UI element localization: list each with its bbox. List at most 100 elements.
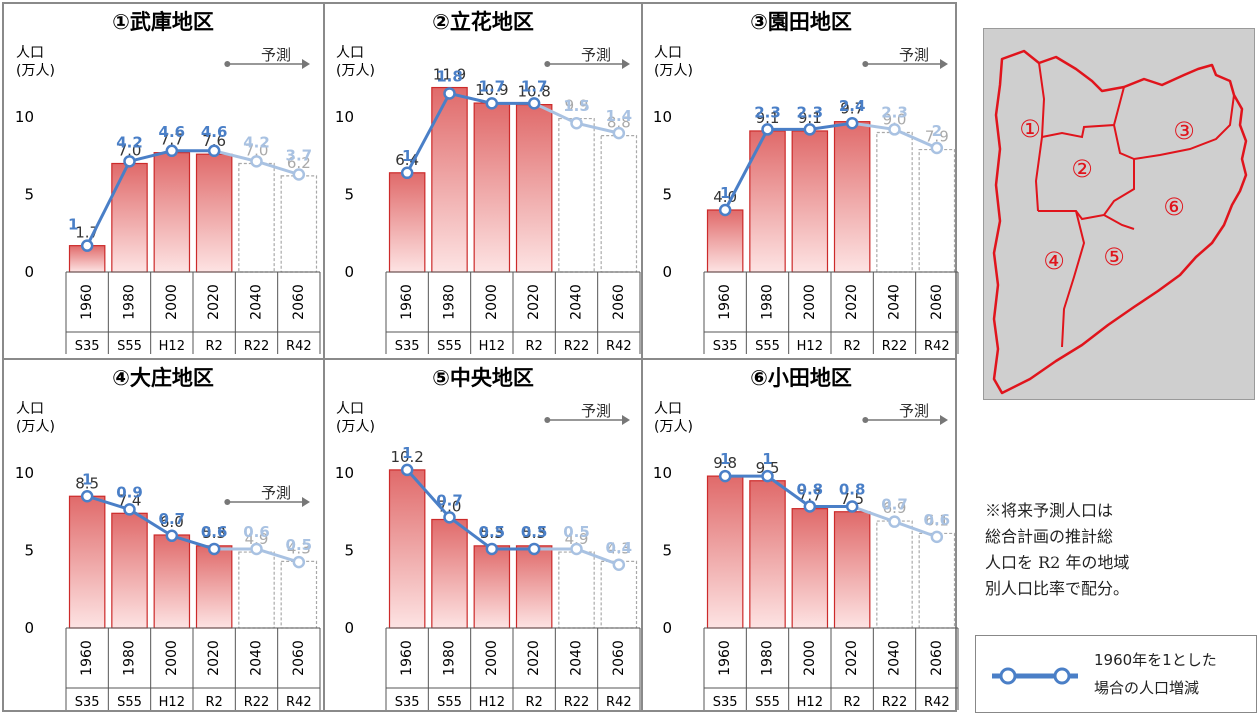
bar-value-label: 7.6 (202, 132, 226, 150)
index-value-label: 0.4 (606, 539, 633, 557)
x-era-label: R2 (844, 695, 861, 710)
index-line-point (888, 123, 901, 136)
index-value-label: 1.8 (436, 67, 463, 85)
forecast-label: 予測 (261, 484, 291, 502)
x-tick-label: 1960 (717, 640, 733, 676)
x-tick-label: 1960 (79, 640, 95, 676)
x-tick-label: 1980 (122, 640, 138, 676)
bar-value-label: 5.3 (202, 524, 226, 542)
x-era-label: S35 (395, 695, 420, 710)
x-tick-label: 2020 (844, 640, 860, 676)
x-era-label: S55 (117, 339, 142, 354)
x-era-label: R22 (244, 695, 270, 710)
y-tick-label: 0 (344, 619, 354, 637)
legend-label-line: 1960年を1とした (1094, 651, 1217, 669)
index-line-segment (405, 92, 451, 174)
index-line-point (250, 155, 263, 168)
bar-value-label: 4.3 (607, 539, 631, 557)
index-value-label: 1.7 (521, 77, 548, 95)
x-tick-label: 2060 (291, 640, 307, 676)
index-line-point (123, 155, 136, 168)
y-tick-label: 10 (335, 464, 354, 482)
forecast-marker (862, 417, 869, 423)
y-tick-label: 10 (653, 108, 672, 126)
bar (111, 162, 148, 273)
x-era-label: R2 (526, 339, 543, 354)
index-line-point (930, 141, 944, 155)
x-tick-label: 2040 (569, 284, 585, 320)
x-era-label: R42 (606, 339, 632, 354)
bar (791, 130, 829, 273)
index-value-label: 1 (762, 450, 772, 468)
bar-value-label: 9.7 (840, 100, 864, 118)
chart-title: ③園田地区 (750, 10, 852, 34)
index-line-segment (766, 474, 811, 508)
x-tick-label: 2060 (611, 284, 627, 320)
forecast-arrow-head (622, 59, 630, 69)
index-line-point (718, 469, 732, 483)
bar-value-label: 4.9 (565, 530, 589, 548)
x-tick-label: 1980 (760, 284, 776, 320)
legend: 1960年を1とした 場合の人口増減 (975, 635, 1257, 713)
x-tick-label: 1960 (399, 284, 415, 320)
legend-marker (999, 667, 1017, 685)
bar-value-label: 8.8 (607, 114, 631, 132)
index-value-label: 4.6 (159, 123, 186, 141)
bar (238, 551, 275, 629)
x-era-label: H12 (797, 339, 823, 354)
bar-value-label: 4.3 (287, 539, 311, 557)
index-line-point (761, 123, 774, 136)
bar-value-label: 10.2 (390, 448, 423, 466)
forecast-marker (544, 61, 551, 67)
legend-label: 1960年を1とした 場合の人口増減 (1094, 646, 1217, 702)
x-era-label: R2 (844, 339, 861, 354)
index-line-point (845, 116, 859, 130)
x-era-label: S55 (755, 695, 780, 710)
x-tick-label: 2040 (249, 640, 265, 676)
index-line-segment (129, 149, 173, 163)
x-tick-label: 2020 (526, 284, 542, 320)
district-label: ⑤ (1103, 243, 1125, 271)
x-era-label: R2 (206, 695, 223, 710)
y-axis-label: 人口 (16, 401, 44, 417)
bar (558, 551, 595, 629)
bar (431, 518, 468, 629)
index-line-point (123, 503, 136, 516)
district-boundary (1103, 214, 1135, 230)
chart-title: ⑤中央地区 (432, 366, 534, 390)
index-line-segment (171, 534, 215, 551)
index-line-point (803, 500, 817, 513)
x-tick-label: 1980 (760, 640, 776, 676)
index-line-point (612, 558, 626, 572)
x-era-label: R2 (206, 339, 223, 354)
y-tick-label: 0 (24, 619, 34, 637)
index-line-segment (851, 121, 895, 131)
index-value-label: 1.7 (479, 77, 506, 95)
x-era-label: S35 (75, 339, 100, 354)
x-tick-label: 2000 (484, 284, 500, 320)
y-tick-label: 0 (344, 263, 354, 281)
x-era-label: S55 (117, 695, 142, 710)
bar (833, 121, 871, 273)
bar-value-label: 6.0 (160, 513, 184, 531)
x-era-label: R42 (924, 339, 950, 354)
x-tick-label: 2020 (844, 284, 860, 320)
bar (111, 512, 148, 629)
x-tick-label: 1960 (399, 640, 415, 676)
index-line-point (612, 126, 626, 140)
bar (706, 209, 744, 273)
grid-divider (641, 4, 643, 710)
bar (388, 172, 426, 273)
x-era-label: S35 (713, 339, 738, 354)
index-value-label: 1 (402, 147, 412, 165)
index-value-label: 0.7 (436, 491, 463, 509)
chart-panel-tachibana: ②立花地区 人口 (万人) 0 5 10 6.4 11.9 10.9 10.8 9.9 8.8 1… (324, 4, 642, 356)
x-tick-label: 2060 (929, 284, 945, 320)
index-line-segment (85, 160, 131, 247)
index-line-segment (575, 547, 620, 567)
x-tick-label: 2060 (929, 640, 945, 676)
index-line-point (527, 542, 541, 556)
index-value-label: 0.5 (521, 523, 548, 541)
note-line: 別人口比率で配分。 (985, 579, 1130, 598)
